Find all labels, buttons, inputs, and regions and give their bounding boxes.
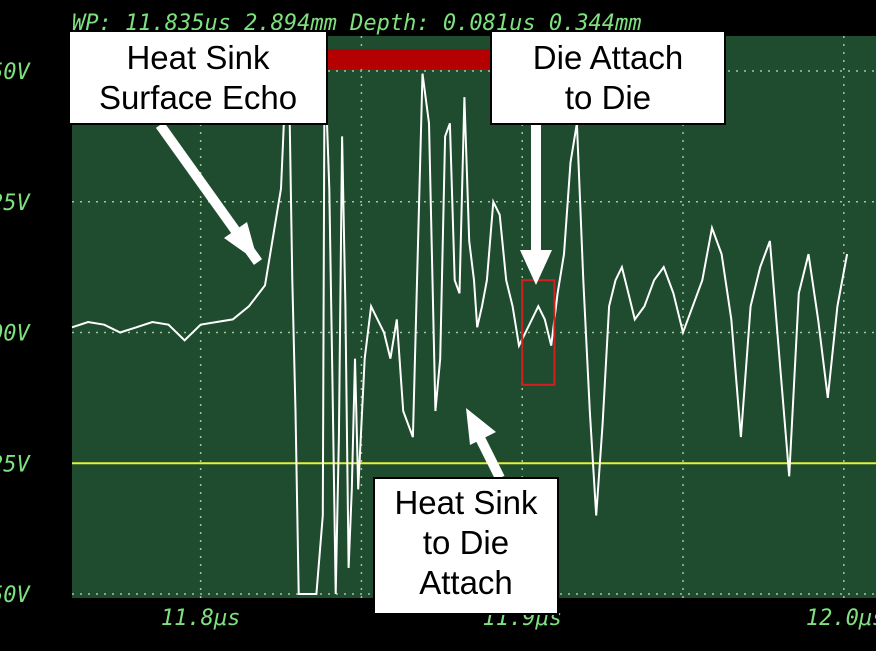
callout-line: to Die xyxy=(422,524,510,561)
x-tick-label: 12.0μs xyxy=(806,606,876,631)
x-tick-label: 11.8μs xyxy=(161,606,240,631)
arrowhead-heat-sink-to-die-attach xyxy=(466,408,496,445)
arrowhead-die-attach-to-die xyxy=(520,250,552,285)
callout-heat-sink-to-die-attach: Heat Sink to Die Attach xyxy=(373,477,559,615)
y-tick-label: 25V xyxy=(0,191,31,216)
y-axis-tick-labels: 50V 25V 00V 25V 50V xyxy=(0,60,31,608)
echo-marker-box xyxy=(521,279,556,386)
callout-line: Heat Sink xyxy=(394,484,538,521)
arrowhead-heat-sink-surface xyxy=(224,222,258,262)
y-tick-label: 00V xyxy=(0,322,31,347)
y-tick-label: 25V xyxy=(0,452,31,477)
y-tick-label: 50V xyxy=(0,583,31,608)
waveform-trace xyxy=(71,73,849,595)
callout-die-attach-to-die: Die Attach to Die xyxy=(490,30,726,125)
callout-line: to Die xyxy=(564,79,652,116)
gate-bar xyxy=(313,49,507,69)
callout-line: Surface Echo xyxy=(98,79,298,116)
callout-heat-sink-surface-echo: Heat Sink Surface Echo xyxy=(68,30,328,125)
callout-line: Die Attach xyxy=(532,39,684,76)
y-tick-label: 50V xyxy=(0,60,31,85)
callout-line: Attach xyxy=(419,564,513,601)
callout-line: Heat Sink xyxy=(126,39,270,76)
